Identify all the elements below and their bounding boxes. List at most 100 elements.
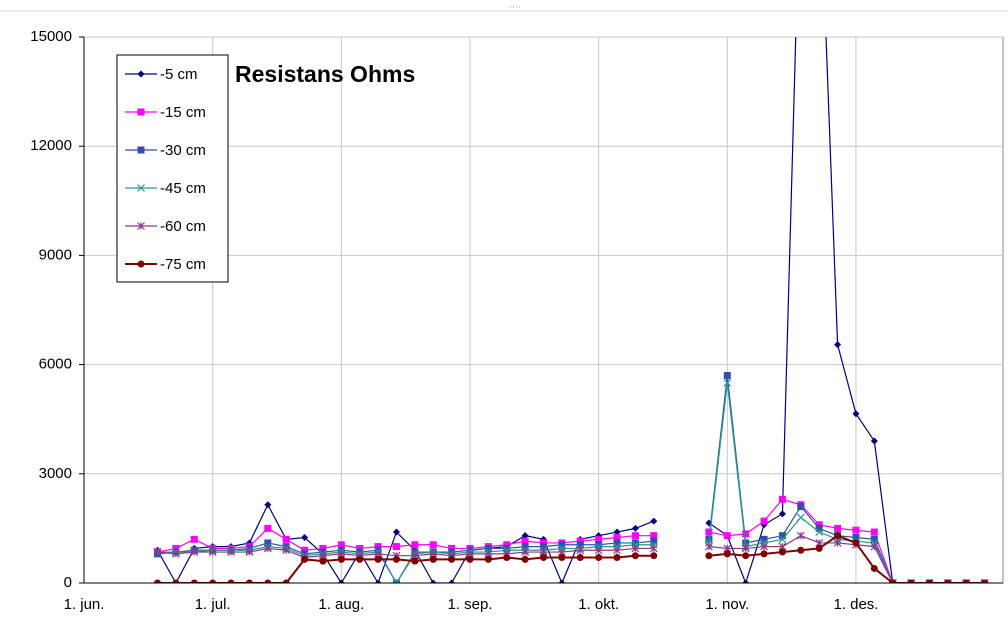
y-tick-label: 9000 bbox=[39, 246, 72, 263]
marker bbox=[631, 544, 640, 553]
marker bbox=[374, 543, 382, 551]
marker bbox=[227, 548, 235, 556]
marker bbox=[889, 579, 897, 583]
x-tick-label: 1. sep. bbox=[447, 596, 492, 613]
marker bbox=[337, 541, 345, 549]
marker bbox=[613, 542, 621, 551]
marker bbox=[484, 544, 492, 552]
marker bbox=[723, 378, 732, 387]
marker bbox=[613, 554, 621, 562]
marker bbox=[429, 579, 437, 583]
marker bbox=[466, 555, 474, 563]
marker bbox=[650, 552, 658, 560]
marker bbox=[595, 554, 603, 562]
marker bbox=[521, 532, 529, 540]
marker bbox=[797, 546, 805, 554]
marker bbox=[796, 513, 805, 522]
marker bbox=[723, 532, 731, 540]
marker bbox=[594, 542, 603, 551]
marker bbox=[137, 146, 145, 154]
marker bbox=[521, 543, 529, 551]
marker bbox=[723, 372, 731, 380]
marker bbox=[392, 528, 400, 536]
marker bbox=[411, 548, 419, 556]
marker bbox=[466, 546, 474, 554]
y-tick-label: 6000 bbox=[39, 356, 72, 373]
marker bbox=[411, 541, 419, 549]
marker bbox=[833, 539, 842, 547]
marker bbox=[834, 341, 842, 349]
legend-label: -45 cm bbox=[160, 180, 206, 197]
marker bbox=[429, 541, 437, 549]
marker bbox=[282, 546, 291, 555]
marker bbox=[319, 557, 327, 565]
marker bbox=[208, 548, 217, 556]
marker bbox=[870, 535, 878, 543]
marker bbox=[613, 534, 621, 541]
marker bbox=[870, 564, 878, 572]
marker bbox=[392, 579, 400, 583]
marker bbox=[521, 537, 529, 545]
x-tick-label: 1. okt. bbox=[578, 596, 619, 613]
marker bbox=[521, 555, 529, 563]
marker bbox=[172, 544, 180, 552]
series-layer bbox=[153, 37, 989, 583]
marker bbox=[282, 579, 290, 583]
marker bbox=[704, 542, 713, 551]
marker bbox=[540, 543, 547, 551]
marker bbox=[815, 528, 824, 536]
marker bbox=[264, 501, 272, 509]
marker bbox=[595, 535, 603, 543]
marker bbox=[392, 555, 400, 563]
marker bbox=[650, 537, 658, 545]
legend-label: -15 cm bbox=[160, 104, 206, 121]
marker bbox=[852, 534, 860, 541]
x-tick-label: 1. des. bbox=[833, 596, 878, 613]
marker bbox=[137, 184, 145, 192]
x-tick-label: 1. nov. bbox=[705, 596, 749, 613]
marker bbox=[448, 579, 456, 583]
series-line bbox=[157, 535, 985, 583]
marker bbox=[760, 542, 768, 551]
marker bbox=[172, 579, 180, 583]
marker bbox=[760, 517, 768, 525]
y-tick-label: 3000 bbox=[39, 465, 72, 482]
marker bbox=[503, 554, 511, 562]
marker bbox=[944, 579, 952, 583]
marker bbox=[392, 579, 401, 583]
marker bbox=[796, 531, 805, 540]
marker bbox=[595, 541, 603, 549]
marker bbox=[503, 544, 511, 552]
marker bbox=[778, 535, 787, 544]
marker bbox=[576, 541, 584, 549]
marker bbox=[870, 437, 878, 445]
marker bbox=[852, 410, 860, 418]
marker bbox=[742, 552, 750, 560]
marker bbox=[852, 526, 860, 534]
marker bbox=[337, 555, 345, 563]
marker bbox=[301, 534, 309, 541]
series-line bbox=[157, 498, 985, 583]
marker bbox=[797, 503, 805, 511]
marker bbox=[190, 548, 199, 556]
marker bbox=[137, 222, 145, 230]
marker bbox=[245, 579, 253, 583]
marker bbox=[742, 530, 750, 538]
marker bbox=[631, 532, 639, 540]
marker bbox=[503, 541, 511, 549]
marker bbox=[870, 542, 879, 551]
marker bbox=[171, 549, 180, 558]
marker bbox=[301, 546, 309, 554]
marker bbox=[778, 510, 786, 518]
axes: 0 3000 6000 9000 12000 15000 1. jun. 1. jul. 1. … bbox=[30, 28, 1003, 613]
marker bbox=[815, 544, 823, 552]
marker bbox=[834, 532, 842, 540]
marker bbox=[137, 260, 145, 268]
marker bbox=[815, 521, 823, 529]
marker bbox=[411, 557, 419, 565]
marker bbox=[154, 579, 162, 583]
y-tick-label: 12000 bbox=[30, 137, 72, 154]
marker bbox=[631, 552, 639, 560]
marker bbox=[429, 555, 437, 563]
